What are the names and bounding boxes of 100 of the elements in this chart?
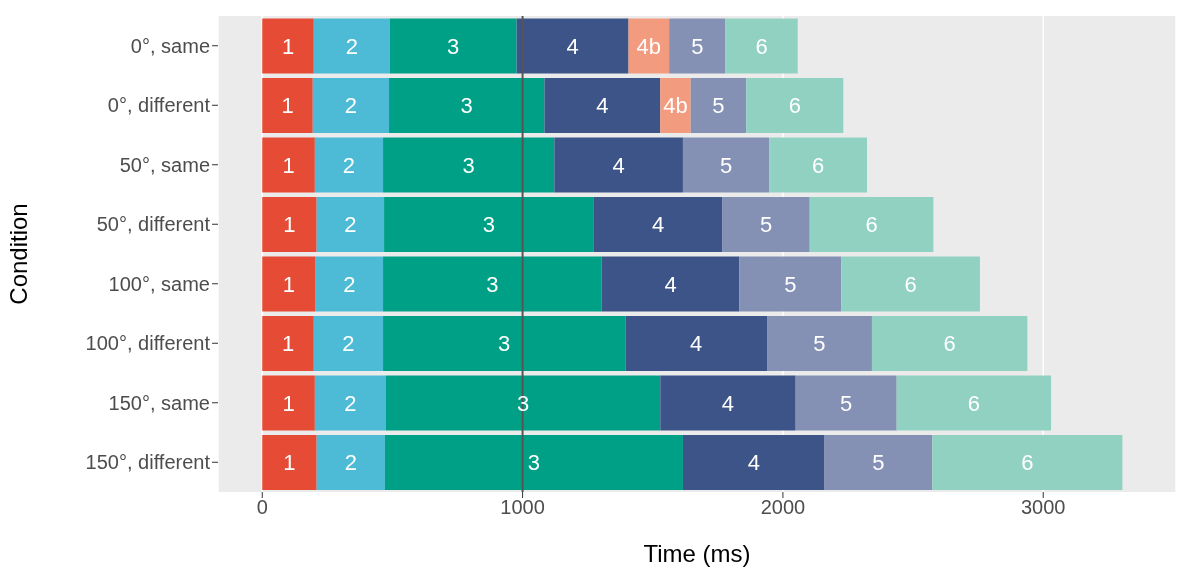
bar: [316, 434, 385, 490]
bar: [262, 77, 313, 133]
bar: [725, 18, 798, 74]
bar: [389, 77, 545, 133]
text: 2: [343, 271, 356, 297]
bar: [601, 256, 740, 312]
x-tick-label: 2000: [760, 496, 806, 519]
bar: [314, 375, 386, 431]
y-tick-label: 150°, same: [108, 391, 210, 414]
text: 6: [865, 212, 878, 238]
series-label: 6: [811, 152, 825, 178]
y-tick-label: 0°, different: [107, 94, 211, 117]
x-axis-title: Time (ms): [643, 540, 751, 567]
y-tick-label: 100°, different: [85, 332, 211, 355]
text: 5: [784, 271, 797, 297]
text: 2: [344, 212, 357, 238]
series-label: 4b: [663, 93, 688, 119]
y-tick-label: 150°, different: [85, 451, 211, 474]
bar: [769, 137, 867, 193]
bar: [795, 375, 897, 431]
bar: [544, 77, 661, 133]
text: 4: [721, 390, 735, 416]
text: 5: [759, 212, 773, 238]
bar: [383, 315, 626, 371]
text: 2: [344, 390, 357, 416]
bar: [262, 315, 314, 371]
text: 3: [516, 390, 530, 416]
text: 1: [281, 331, 295, 357]
y-tick-label: 50°, different: [96, 213, 211, 236]
bar: [384, 434, 683, 490]
y-tick-label: 100°, same: [108, 272, 210, 295]
text: 6: [755, 33, 768, 59]
bar: [314, 137, 384, 193]
bar: [313, 18, 390, 74]
bar: [767, 315, 872, 371]
text: 1: [281, 33, 295, 59]
text: 3: [498, 331, 511, 357]
text: 1: [282, 390, 295, 416]
bar: [554, 137, 683, 193]
text: 2: [345, 33, 358, 59]
y-tick-label: 0°, same: [130, 34, 210, 57]
bar: [383, 137, 555, 193]
x-tick-label: 0: [256, 496, 268, 519]
bar: [628, 18, 670, 74]
text: 1: [283, 450, 296, 476]
text: 4: [596, 93, 609, 119]
text: 5: [872, 450, 885, 476]
bar: [262, 18, 314, 74]
bar: [262, 256, 316, 312]
text: 4: [664, 271, 677, 297]
bar: [516, 18, 629, 74]
bar: [809, 196, 934, 252]
text: 5: [840, 390, 853, 416]
bar: [313, 315, 384, 371]
text: 1: [282, 271, 296, 297]
text: 6: [967, 390, 980, 416]
bar: [312, 77, 390, 133]
text: 4: [566, 33, 579, 59]
bar: [682, 137, 770, 193]
text: 5: [712, 93, 725, 119]
text: 1: [281, 93, 294, 119]
text: 5: [691, 33, 704, 59]
series-label: 5: [719, 152, 733, 178]
x-tick-label: 1000: [500, 496, 545, 519]
bar: [871, 315, 1028, 371]
bar: [660, 375, 796, 431]
bar: [932, 434, 1123, 490]
text: 3: [460, 93, 473, 119]
text: 3: [447, 33, 460, 59]
bar: [722, 196, 810, 252]
bar: [841, 256, 980, 312]
bar: [385, 375, 661, 431]
bar: [669, 18, 726, 74]
bar: [316, 196, 385, 252]
bar: [682, 434, 825, 490]
bar: [896, 375, 1052, 431]
bar: [262, 375, 315, 431]
bar: [593, 196, 723, 252]
series-label: 2: [342, 152, 356, 178]
y-axis-title: Condition: [4, 203, 32, 305]
bar: [315, 256, 384, 312]
text: 3: [527, 450, 541, 476]
x-tick-label: 3000: [1020, 496, 1066, 519]
series-label: 3: [462, 152, 475, 178]
text: 5: [813, 331, 826, 357]
bar: [262, 196, 317, 252]
bar: [625, 315, 768, 371]
text: 6: [904, 271, 917, 297]
series-label: 4: [612, 152, 625, 178]
bar: [739, 256, 842, 312]
text: 4: [747, 450, 760, 476]
bar: [262, 137, 315, 193]
text: 4: [690, 331, 703, 357]
series-label: 1: [282, 152, 295, 178]
text: 4b: [636, 33, 662, 59]
text: 4: [652, 212, 665, 238]
text: 2: [344, 450, 357, 476]
bar: [746, 77, 844, 133]
bar: [383, 256, 602, 312]
text: 3: [486, 271, 499, 297]
